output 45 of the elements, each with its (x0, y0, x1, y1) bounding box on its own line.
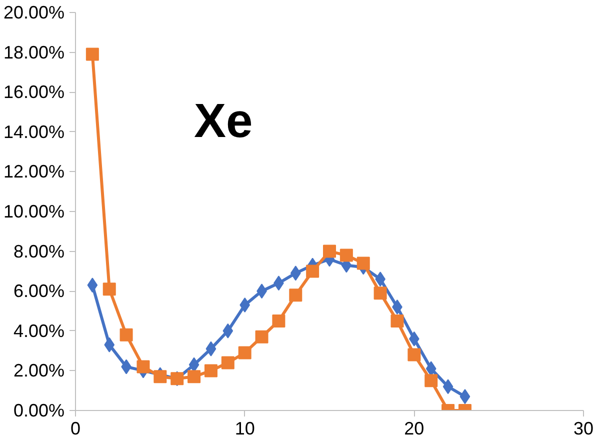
y-tick-label: 12.00% (3, 162, 65, 182)
point (86, 48, 99, 61)
y-tick-label: 8.00% (13, 241, 65, 262)
point (120, 328, 133, 342)
point (206, 341, 216, 356)
y-tick-label: 20.00% (3, 2, 65, 22)
point (289, 288, 302, 302)
point (87, 278, 98, 293)
point (102, 282, 116, 296)
y-tick-label: 16.00% (3, 82, 65, 102)
y-tick-label: 6.00% (13, 281, 65, 302)
point (221, 356, 234, 370)
point (222, 323, 234, 338)
y-tick-label: 4.00% (13, 320, 65, 341)
point (290, 266, 301, 281)
y-tick-label: 2.00% (13, 360, 65, 381)
point (188, 357, 200, 372)
point (136, 360, 150, 374)
point (306, 264, 320, 278)
point (154, 370, 167, 384)
point (104, 337, 115, 352)
point (356, 256, 370, 270)
point (426, 361, 436, 376)
point (442, 379, 454, 394)
point (408, 348, 421, 362)
point (188, 370, 201, 384)
x-tick-label: 20 (404, 418, 424, 437)
point (340, 248, 353, 262)
point (390, 314, 404, 328)
y-tick-label: 10.00% (3, 202, 65, 222)
text: Xe (194, 94, 253, 148)
x-tick-label: 30 (573, 418, 594, 437)
point (272, 314, 286, 328)
point (374, 286, 387, 300)
point (204, 364, 218, 378)
x-tick-label: 10 (234, 418, 255, 437)
x-tick-label: 0 (70, 418, 81, 437)
point (323, 244, 336, 258)
point (255, 330, 268, 344)
point (424, 374, 438, 388)
y-tick-label: 18.00% (3, 42, 65, 62)
y-tick-label: 0.00% (13, 400, 65, 420)
point (238, 346, 252, 360)
point (460, 389, 470, 404)
y-tick-label: 14.00% (3, 122, 65, 142)
